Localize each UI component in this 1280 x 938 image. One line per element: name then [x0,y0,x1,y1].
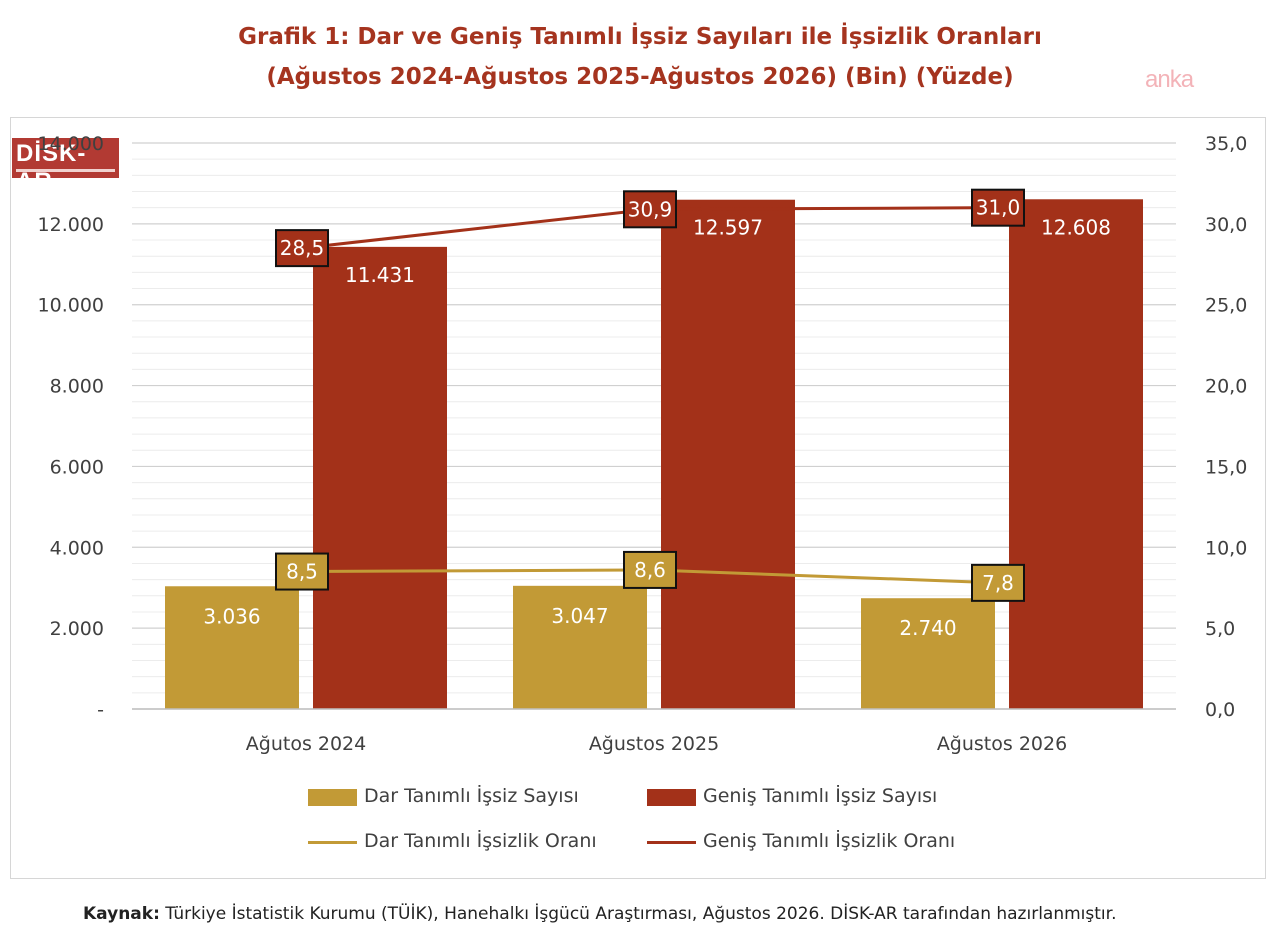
bar-dar-tanimli-issiz [165,586,299,709]
bar-data-label: 2.740 [899,616,956,640]
y-left-tick-label: 2.000 [50,618,104,640]
chart-title-line1: Grafik 1: Dar ve Geniş Tanımlı İşsiz Say… [238,24,1042,50]
x-category-label: Ağutos 2024 [246,733,366,755]
genis-oran-point-label-box [275,229,329,268]
y-right-tick-label: 15,0 [1205,456,1247,478]
bar-data-label: 12.597 [693,216,763,240]
legend-line-swatch [308,841,357,844]
bar-data-label: 12.608 [1041,215,1111,239]
chart-title-line2: (Ağustos 2024-Ağustos 2025-Ağustos 2026)… [266,64,1014,90]
legend-label: Dar Tanımlı İşsizlik Oranı [364,830,597,852]
source-text: Türkiye İstatistik Kurumu (TÜİK), Haneha… [159,904,1117,924]
y-right-tick-label: 0,0 [1205,699,1235,721]
y-right-tick-label: 30,0 [1205,214,1247,236]
dar-oran-point-label-box [971,563,1025,602]
y-right-tick-label: 5,0 [1205,618,1235,640]
legend-line-swatch [647,841,696,844]
genis-oran-point-label: 31,0 [976,196,1021,220]
y-right-tick-label: 25,0 [1205,295,1247,317]
y-right-tick-label: 20,0 [1205,376,1247,398]
logo-text: DİSK-AR [16,140,87,195]
y-left-tick-label: - [97,699,104,721]
logo-subline [16,169,115,172]
legend-label: Geniş Tanımlı İşsizlik Oranı [703,830,956,852]
genis-oran-point-label: 30,9 [628,197,673,221]
genis-oran-point-label-box [623,190,677,229]
y-left-tick-label: 4.000 [50,537,104,559]
y-right-tick-label: 35,0 [1205,133,1247,155]
bar-data-label: 3.036 [203,604,260,628]
y-left-tick-label: 14.000 [38,133,104,155]
dar-oran-point-label: 8,6 [634,558,666,582]
chart-frame [10,117,1266,879]
bar-genis-tanimli-issiz [313,246,447,709]
bar-genis-tanimli-issiz [661,199,795,709]
legend-bar-swatch [308,789,357,806]
x-category-label: Ağustos 2026 [937,733,1067,755]
y-left-tick-label: 8.000 [50,376,104,398]
source-label: Kaynak: [83,904,160,924]
legend-label: Dar Tanımlı İşsiz Sayısı [364,785,579,807]
bar-genis-tanimli-issiz [1009,199,1143,710]
dar-oran-point-label: 8,5 [286,560,318,584]
genis-oran-point-label: 28,5 [280,236,325,260]
bar-dar-tanimli-issiz [861,598,995,709]
dar-oran-point-label-box [623,550,677,589]
dar-oran-point-label-box [275,552,329,591]
y-right-tick-label: 10,0 [1205,537,1247,559]
disk-ar-logo: DİSK-AR [12,138,119,195]
y-left-tick-label: 10.000 [38,295,104,317]
legend-bar-swatch [647,789,696,806]
genis-oran-point-label-box [971,188,1025,227]
y-left-tick-label: 12.000 [38,214,104,236]
bar-data-label: 3.047 [551,604,608,628]
anka-watermark: anka [1145,66,1194,93]
bar-dar-tanimli-issiz [513,585,647,709]
y-left-tick-label: 6.000 [50,456,104,478]
legend-label: Geniş Tanımlı İşsiz Sayısı [703,785,938,807]
dar-oran-point-label: 7,8 [982,571,1014,595]
x-category-label: Ağustos 2025 [589,733,719,755]
source-note: Kaynak: Türkiye İstatistik Kurumu (TÜİK)… [83,904,1116,924]
bar-data-label: 11.431 [345,263,415,287]
